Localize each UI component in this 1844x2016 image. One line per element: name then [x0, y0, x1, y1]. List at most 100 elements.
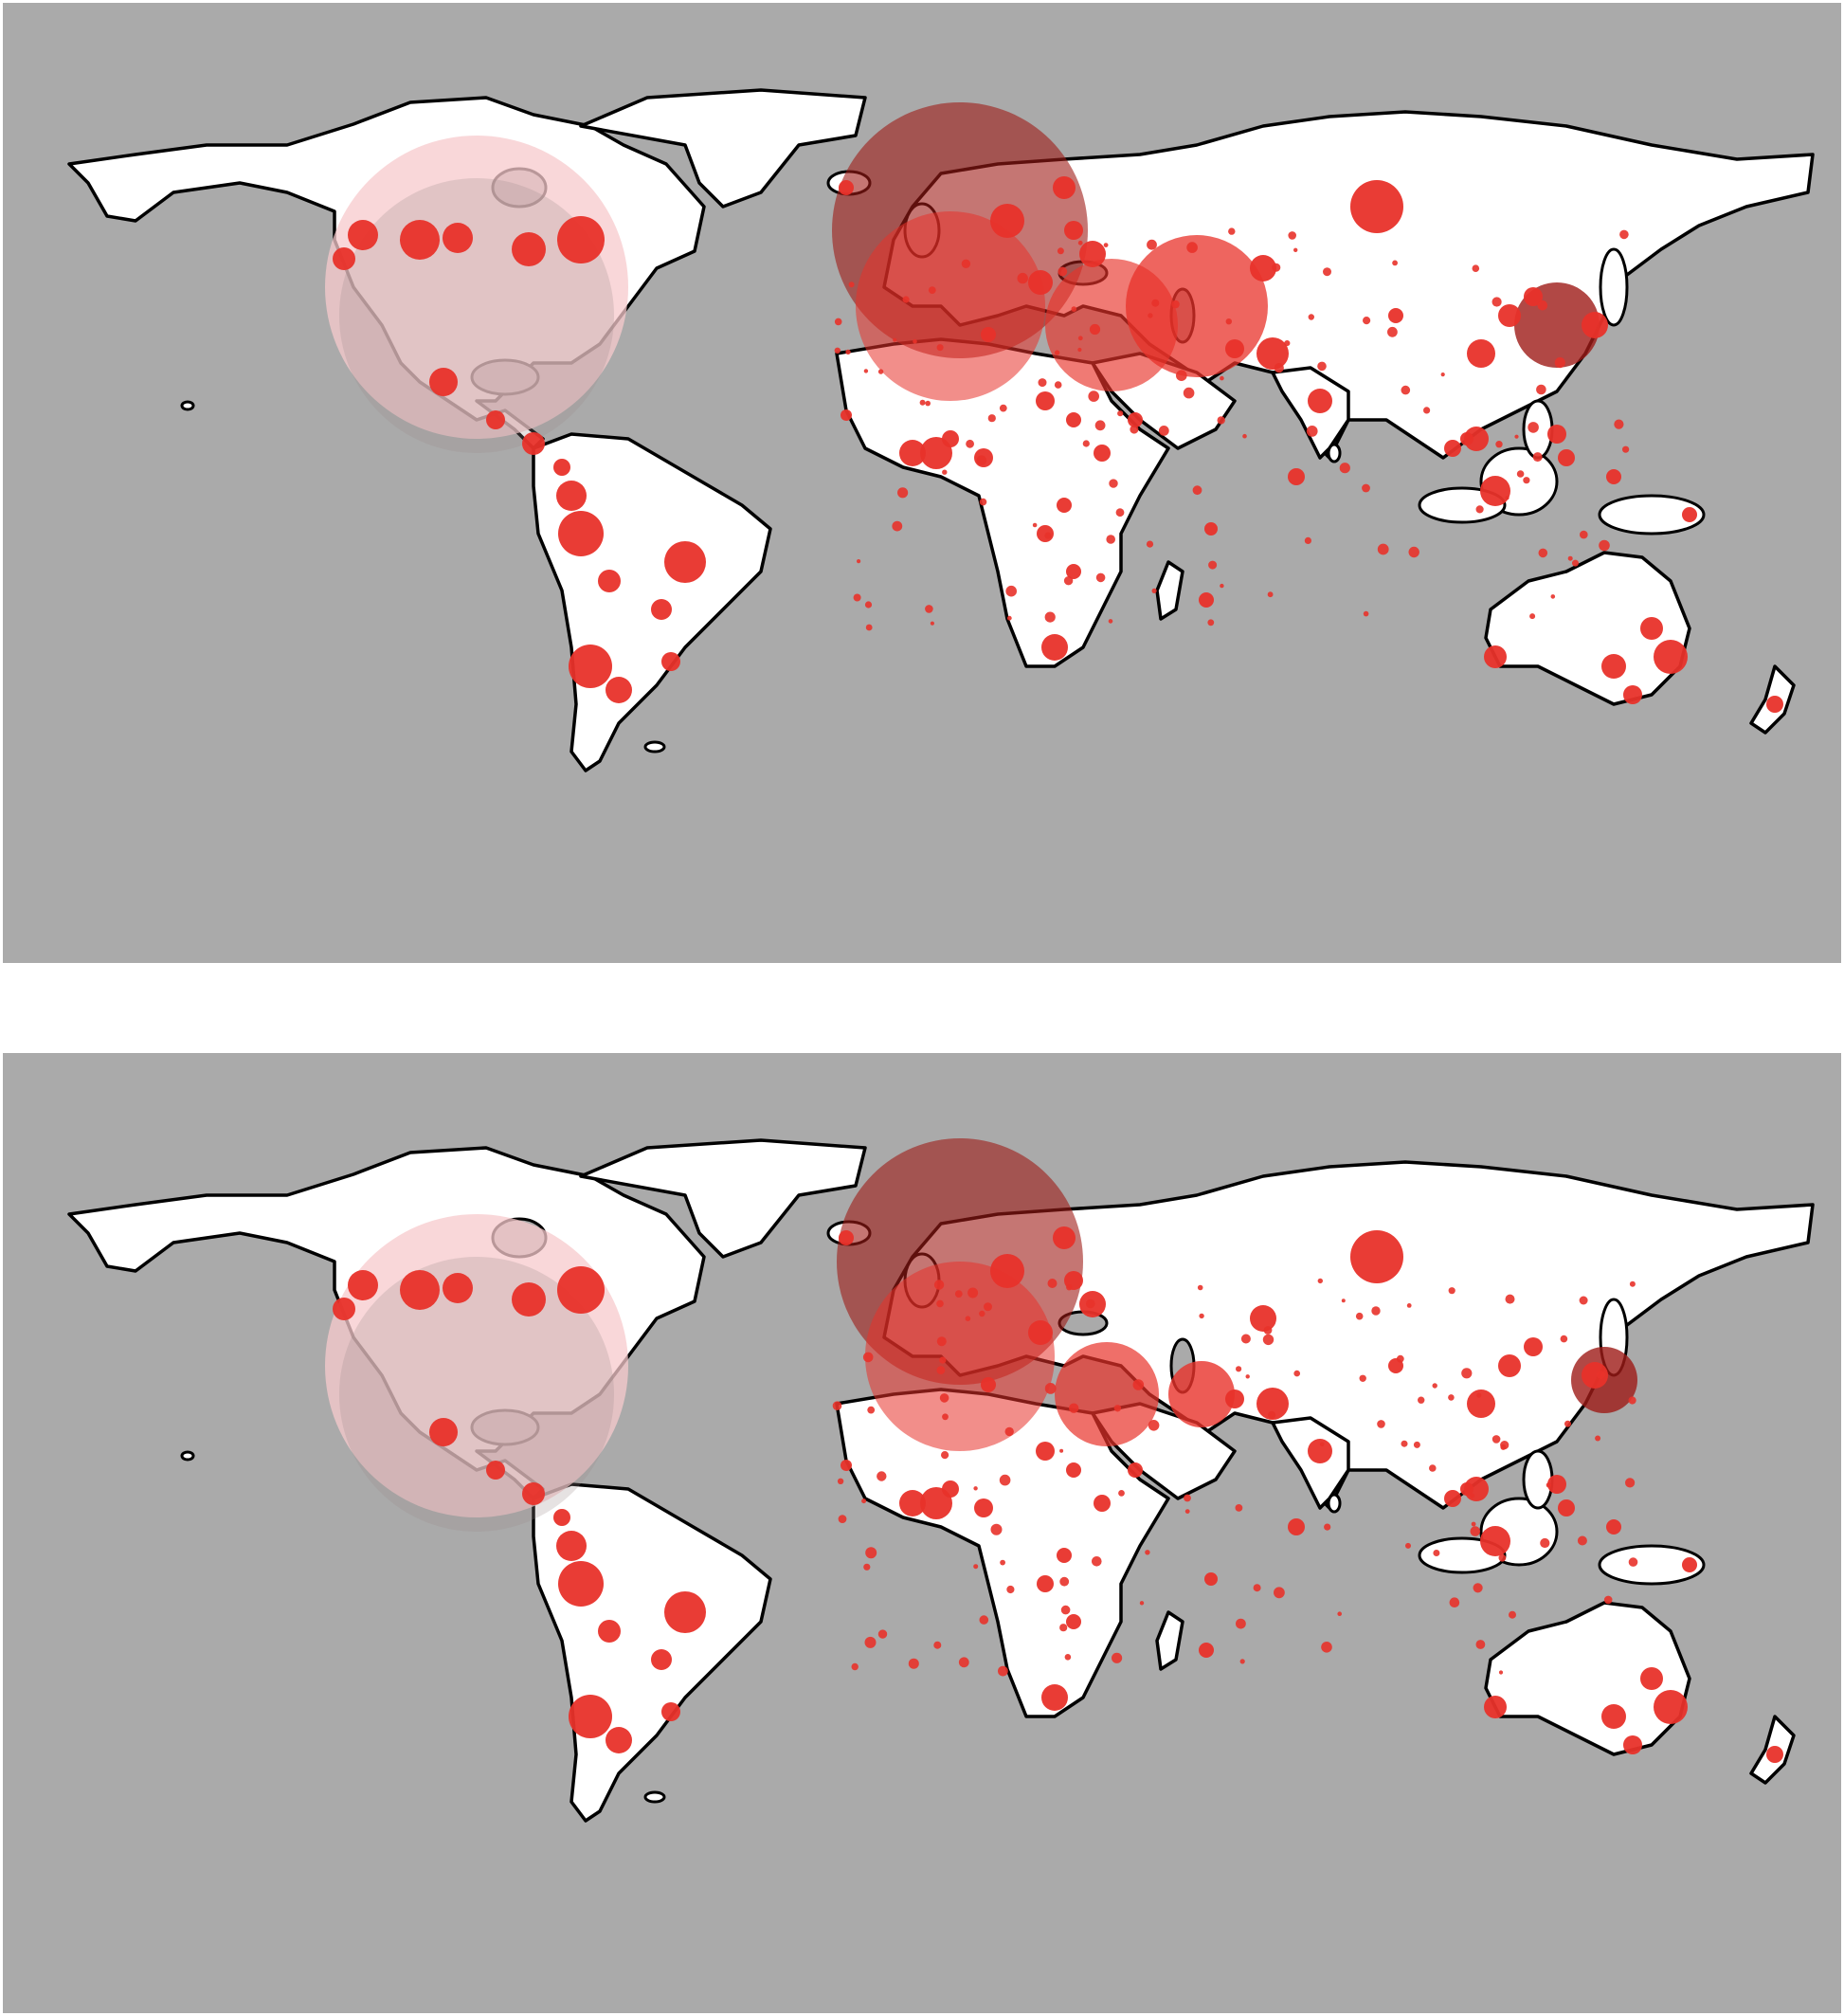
- country-marker: [1044, 611, 1056, 623]
- country-marker: [1304, 536, 1311, 545]
- country-marker: [1057, 247, 1064, 255]
- country-marker: [1532, 452, 1543, 463]
- map-panel-bottom: [3, 1053, 1841, 2013]
- philippines-island: [1522, 1449, 1554, 1510]
- country-marker: [1371, 1306, 1381, 1316]
- country-marker: [1597, 1371, 1605, 1379]
- country-marker: [942, 469, 948, 475]
- country-marker: [1498, 304, 1521, 327]
- country-marker: [1217, 416, 1225, 425]
- country-marker: [606, 1727, 632, 1753]
- country-marker: [1766, 1746, 1783, 1763]
- country-marker: [556, 1531, 587, 1561]
- country-marker: [1640, 617, 1663, 640]
- country-marker: [558, 511, 604, 556]
- country-marker: [839, 180, 854, 195]
- country-marker: [1509, 1610, 1516, 1619]
- country-marker: [939, 1393, 949, 1403]
- country-marker: [400, 1270, 440, 1310]
- country-marker: [1498, 1354, 1521, 1377]
- country-marker: [1319, 1442, 1325, 1447]
- country-marker: [936, 344, 944, 352]
- country-marker: [990, 1254, 1024, 1288]
- country-marker: [1208, 560, 1218, 570]
- country-marker: [1461, 1368, 1473, 1379]
- country-marker: [1317, 361, 1327, 372]
- country-marker: [1514, 434, 1519, 439]
- country-marker: [1460, 432, 1473, 445]
- country-marker: [1115, 508, 1125, 518]
- halo-north-africa: [865, 1262, 1055, 1451]
- country-marker: [966, 439, 974, 448]
- country-marker: [1619, 229, 1629, 240]
- country-marker: [1274, 363, 1284, 373]
- country-marker: [1199, 592, 1214, 608]
- country-marker: [987, 414, 996, 423]
- country-marker: [1082, 440, 1090, 447]
- country-marker: [976, 455, 987, 466]
- country-marker: [1053, 176, 1076, 199]
- country-marker: [651, 599, 672, 620]
- country-marker: [865, 1547, 877, 1559]
- country-marker: [1225, 318, 1233, 325]
- country-marker: [664, 541, 706, 583]
- falklands-island: [643, 740, 666, 754]
- country-marker: [553, 1509, 570, 1526]
- country-marker: [1355, 1312, 1364, 1320]
- country-marker: [429, 368, 458, 396]
- country-marker: [1377, 543, 1389, 555]
- country-marker: [1516, 470, 1525, 478]
- country-marker: [930, 621, 935, 626]
- country-marker: [936, 1299, 944, 1308]
- country-marker: [1225, 339, 1244, 358]
- country-marker: [661, 652, 680, 671]
- country-marker: [973, 1564, 979, 1570]
- country-marker: [863, 1563, 871, 1571]
- country-marker: [651, 1649, 672, 1670]
- country-marker: [1538, 548, 1548, 558]
- country-marker: [1444, 1490, 1461, 1507]
- country-marker: [1041, 1684, 1068, 1711]
- country-marker: [933, 1641, 942, 1649]
- country-marker: [857, 559, 861, 564]
- country-marker: [557, 216, 605, 263]
- country-marker: [933, 1280, 945, 1290]
- country-marker: [1444, 440, 1461, 457]
- country-marker: [1405, 1542, 1411, 1549]
- country-marker: [990, 1523, 1003, 1535]
- halo-middle-east: [1126, 235, 1268, 377]
- country-marker: [1220, 583, 1224, 589]
- country-marker: [1413, 1441, 1420, 1448]
- country-marker: [1006, 1585, 1015, 1594]
- country-marker: [400, 220, 440, 260]
- country-marker: [1473, 1583, 1483, 1593]
- country-marker: [1199, 1643, 1214, 1658]
- country-marker: [1032, 522, 1038, 528]
- country-marker: [939, 1356, 947, 1364]
- country-marker: [1484, 1696, 1507, 1718]
- country-marker: [1066, 412, 1081, 427]
- country-marker: [981, 327, 996, 342]
- country-marker: [1599, 539, 1610, 552]
- country-marker: [1480, 476, 1510, 506]
- country-marker: [1582, 312, 1608, 338]
- country-marker: [1236, 1366, 1242, 1372]
- country-marker: [1108, 619, 1113, 624]
- country-marker: [1614, 419, 1624, 429]
- country-marker: [1253, 1584, 1261, 1592]
- country-marker: [1579, 1296, 1588, 1305]
- country-marker: [1274, 1587, 1285, 1599]
- country-marker: [1629, 1280, 1636, 1287]
- country-marker: [897, 487, 909, 499]
- country-marker: [1491, 1435, 1501, 1444]
- country-marker: [486, 410, 505, 429]
- japan-island: [1599, 247, 1629, 327]
- country-marker: [1401, 1440, 1408, 1447]
- country-marker: [1204, 1572, 1218, 1586]
- country-marker: [1054, 350, 1060, 355]
- country-marker: [661, 1702, 680, 1721]
- country-marker: [1500, 1444, 1507, 1450]
- country-marker: [837, 1478, 844, 1484]
- country-marker: [1350, 180, 1403, 233]
- country-marker: [1401, 385, 1411, 395]
